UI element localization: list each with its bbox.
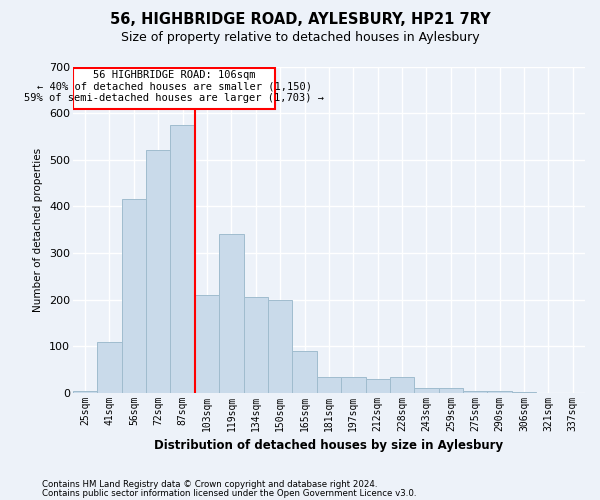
Text: Contains public sector information licensed under the Open Government Licence v3: Contains public sector information licen… [42, 488, 416, 498]
Bar [390, 377, 414, 393]
Bar [439, 388, 463, 393]
Bar [463, 391, 487, 393]
Text: 59% of semi-detached houses are larger (1,703) →: 59% of semi-detached houses are larger (… [25, 93, 325, 103]
Text: Size of property relative to detached houses in Aylesbury: Size of property relative to detached ho… [121, 31, 479, 44]
Text: Contains HM Land Registry data © Crown copyright and database right 2024.: Contains HM Land Registry data © Crown c… [42, 480, 377, 489]
Text: 56 HIGHBRIDGE ROAD: 106sqm: 56 HIGHBRIDGE ROAD: 106sqm [93, 70, 256, 80]
Bar [512, 392, 536, 393]
Bar [122, 200, 146, 393]
Bar [170, 125, 195, 393]
Bar [195, 295, 219, 393]
Bar [146, 150, 170, 393]
Bar [268, 300, 292, 393]
Bar [341, 377, 365, 393]
X-axis label: Distribution of detached houses by size in Aylesbury: Distribution of detached houses by size … [154, 440, 503, 452]
Bar [292, 351, 317, 393]
Bar [219, 234, 244, 393]
Text: ← 40% of detached houses are smaller (1,150): ← 40% of detached houses are smaller (1,… [37, 82, 312, 92]
Y-axis label: Number of detached properties: Number of detached properties [34, 148, 43, 312]
Bar [317, 377, 341, 393]
Bar [487, 391, 512, 393]
Bar [73, 68, 275, 110]
Text: 56, HIGHBRIDGE ROAD, AYLESBURY, HP21 7RY: 56, HIGHBRIDGE ROAD, AYLESBURY, HP21 7RY [110, 12, 490, 28]
Bar [73, 391, 97, 393]
Bar [97, 342, 122, 393]
Bar [244, 298, 268, 393]
Bar [365, 379, 390, 393]
Bar [414, 388, 439, 393]
